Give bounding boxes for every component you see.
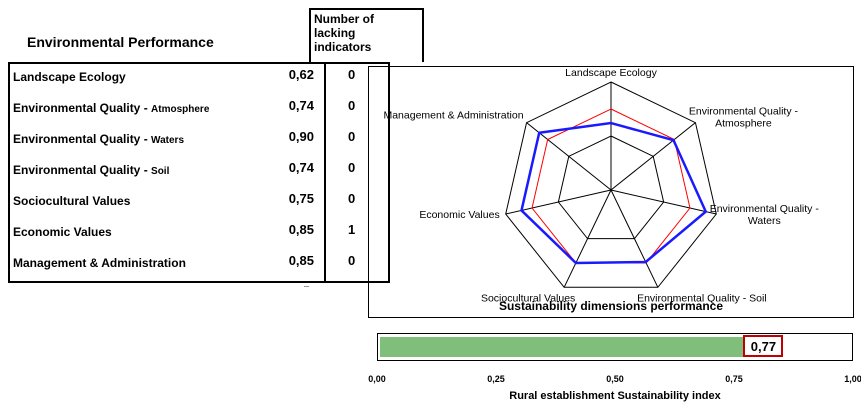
index-value-label: 0,77 bbox=[743, 335, 784, 357]
dimension-name: Management & Administration bbox=[13, 256, 186, 270]
radar-spoke bbox=[610, 189, 717, 215]
dimension-value: 0,75 bbox=[256, 188, 326, 219]
radar-spoke bbox=[563, 189, 612, 288]
index-axis-tick: 0,50 bbox=[606, 374, 624, 384]
table-row: Landscape Ecology 0,62 0 bbox=[9, 63, 389, 95]
index-axis-tick: 0,00 bbox=[368, 374, 386, 384]
radar-axis-label: Environmental Quality -Waters bbox=[710, 203, 820, 227]
radar-grid-ring bbox=[557, 135, 665, 240]
table-row: Management & Administration 0,85 0 bbox=[9, 250, 389, 282]
radar-axis-label-line: Waters bbox=[748, 215, 781, 227]
performance-table: Landscape Ecology 0,62 0 Environmental Qual… bbox=[8, 62, 390, 283]
index-axis-tick: 0,25 bbox=[487, 374, 505, 384]
radar-axis-label-line: Environmental Quality - bbox=[710, 203, 820, 215]
lacking-count: 1 bbox=[348, 222, 356, 237]
lacking-indicators-header: Number of lacking indicators bbox=[309, 8, 424, 62]
dimension-label: Sociocultural Values bbox=[9, 188, 256, 219]
dimension-label: Environmental Quality - Atmosphere bbox=[9, 95, 256, 126]
index-axis-title: Rural establishment Sustainability index bbox=[509, 390, 721, 402]
dimension-value: 0,85 bbox=[256, 219, 326, 250]
dimension-name: Environmental Quality - bbox=[13, 163, 152, 177]
dimension-value: 0,90 bbox=[256, 126, 326, 157]
radar-axis-label: Sociocultural Values bbox=[481, 292, 575, 304]
radar-spoke bbox=[526, 122, 612, 191]
dimension-name: Landscape Ecology bbox=[13, 70, 126, 84]
lacking-header-line: indicators bbox=[314, 40, 372, 54]
lacking-count: 0 bbox=[348, 191, 356, 206]
dimension-name: Sociocultural Values bbox=[13, 194, 131, 208]
index-bar-fill bbox=[380, 337, 744, 357]
radar-axis-label-line: Economic Values bbox=[419, 209, 499, 221]
lacking-count: 0 bbox=[348, 67, 356, 82]
radar-svg: Landscape Ecology Environmental Quality -… bbox=[383, 67, 820, 313]
radar-axis-label-line: Landscape Ecology bbox=[565, 67, 657, 79]
dimension-subname: Soil bbox=[151, 166, 170, 177]
table-row: Environmental Quality - Waters 0,90 0 bbox=[9, 126, 389, 157]
radar-grid-ring bbox=[505, 81, 717, 288]
dimension-value: 0,74 bbox=[256, 95, 326, 126]
radar-spoke bbox=[610, 189, 659, 288]
table-row: Economic Values 0,85 1 bbox=[9, 219, 389, 250]
dimension-value: 0,85 bbox=[256, 250, 326, 282]
radar-spoke bbox=[610, 122, 696, 191]
radar-chart: Landscape Ecology Environmental Quality -… bbox=[368, 66, 854, 318]
radar-axis-label-line: Sociocultural Values bbox=[481, 292, 575, 304]
dimension-label: Economic Values bbox=[9, 219, 256, 250]
dimension-label: Management & Administration bbox=[9, 250, 256, 282]
dimension-label: Environmental Quality - Waters bbox=[9, 126, 256, 157]
dimension-value: 0,74 bbox=[256, 157, 326, 188]
dimension-name: Environmental Quality - bbox=[13, 101, 152, 115]
lacking-count: 0 bbox=[348, 160, 356, 175]
table-row: Environmental Quality - Atmosphere 0,74 0 bbox=[9, 95, 389, 126]
radar-axis-label-line: Management & Administration bbox=[383, 110, 523, 122]
index-axis-tick: 0,75 bbox=[725, 374, 743, 384]
index-axis-tick: 1,00 bbox=[844, 374, 861, 384]
dimension-subname: Atmosphere bbox=[151, 104, 210, 115]
radar-spoke bbox=[505, 189, 612, 215]
lacking-header-line: lacking bbox=[314, 26, 356, 40]
dimension-name: Economic Values bbox=[13, 225, 112, 239]
lacking-header-line: Number of bbox=[314, 12, 374, 26]
panel-title: Environmental Performance bbox=[27, 34, 214, 50]
radar-axis-label-line: Environmental Quality - bbox=[689, 106, 799, 118]
lacking-count: 0 bbox=[348, 129, 356, 144]
radar-axis-label: Environmental Quality -Atmosphere bbox=[689, 106, 799, 130]
dimension-value: 0,62 bbox=[256, 63, 326, 95]
radar-series-line bbox=[520, 121, 708, 265]
radar-axis-label-line: Atmosphere bbox=[715, 118, 772, 130]
radar-axis-label: Environmental Quality - Soil bbox=[637, 292, 767, 304]
lacking-count: 0 bbox=[348, 253, 356, 268]
table-row: Environmental Quality - Soil 0,74 0 bbox=[9, 157, 389, 188]
radar-title: Sustainability dimensions performance bbox=[499, 299, 723, 313]
stray-mark bbox=[304, 286, 309, 287]
radar-axis-label-line: Environmental Quality - Soil bbox=[637, 292, 767, 304]
dimension-label: Environmental Quality - Soil bbox=[9, 157, 256, 188]
radar-axis-label: Landscape Ecology bbox=[565, 67, 657, 79]
dimension-label: Landscape Ecology bbox=[9, 63, 256, 95]
radar-axis-label: Economic Values bbox=[419, 209, 499, 221]
lacking-count: 0 bbox=[348, 98, 356, 113]
dimension-subname: Waters bbox=[151, 135, 185, 146]
radar-axis-label: Management & Administration bbox=[383, 110, 523, 122]
table-row: Sociocultural Values 0,75 0 bbox=[9, 188, 389, 219]
sustainability-index-bar: 0,77 bbox=[377, 333, 853, 361]
dimension-name: Environmental Quality - bbox=[13, 132, 152, 146]
